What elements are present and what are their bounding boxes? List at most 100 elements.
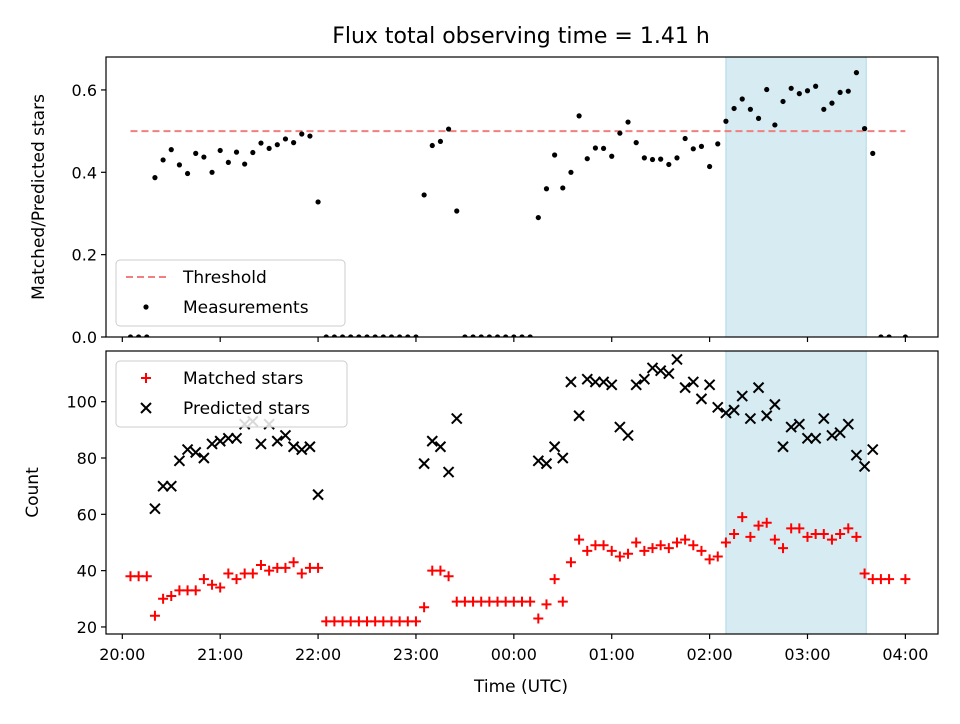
measurement-point	[511, 334, 517, 337]
matched-stars-point	[647, 543, 658, 554]
predicted-stars-point	[296, 443, 308, 456]
measurement-point	[152, 175, 158, 181]
predicted-stars-point	[801, 432, 814, 445]
matched-stars-point	[900, 574, 911, 585]
matched-stars-point	[720, 537, 731, 548]
y-tick-label: 0.2	[72, 246, 97, 265]
matched-stars-point	[704, 554, 715, 565]
measurement-point	[315, 199, 321, 205]
measurement-point	[829, 100, 835, 106]
measurement-point	[715, 141, 721, 147]
predicted-stars-point	[646, 362, 659, 374]
measurement-point	[193, 150, 199, 156]
measurement-point	[201, 154, 207, 160]
measurement-point	[902, 334, 908, 337]
predicted-stars-point	[230, 432, 243, 445]
measurement-point	[853, 70, 860, 76]
predicted-stars-point	[573, 410, 585, 422]
measurement-point	[772, 122, 778, 128]
predicted-stars-point	[442, 466, 455, 478]
measurement-point	[445, 126, 452, 132]
predicted-stars-point	[190, 446, 202, 459]
measurement-point	[658, 156, 664, 162]
predicted-stars-point	[818, 412, 830, 425]
matched-stars-point	[835, 529, 846, 540]
predicted-stars-point	[850, 449, 863, 461]
matched-stars-point	[729, 529, 740, 540]
measurement-point	[788, 85, 794, 91]
y-axis-label: Matched/Predicted stars	[29, 94, 49, 300]
measurement-point	[535, 214, 541, 221]
predicted-stars-point	[287, 441, 300, 453]
measurement-point	[755, 115, 762, 121]
measurement-point	[560, 185, 566, 191]
predicted-stars-point	[777, 441, 789, 453]
plot-data	[127, 70, 908, 337]
predicted-stars-point	[695, 393, 708, 405]
x-tick-label: 20:00	[99, 645, 145, 664]
measurement-point	[127, 334, 134, 337]
measurement-point	[421, 192, 427, 198]
predicted-stars-point	[858, 460, 871, 473]
predicted-stars-point	[703, 379, 716, 391]
predicted-stars-point	[826, 429, 838, 442]
predicted-stars-point	[540, 457, 553, 470]
measurement-point	[609, 153, 615, 159]
measurement-point	[168, 147, 174, 153]
matched-stars-point	[255, 560, 266, 571]
count-panel: 20 40 60 80 100 20:00 21:00 22:00 23:00 00:00 01:0…	[23, 350, 939, 664]
matched-stars-point	[802, 531, 813, 542]
predicted-stars-point	[679, 381, 691, 394]
predicted-stars-point	[769, 398, 781, 411]
y-tick-label: 40	[77, 562, 97, 581]
measurement-point	[527, 334, 533, 337]
predicted-stars-point	[638, 373, 651, 385]
y-tick-label: 0.4	[72, 163, 97, 182]
measurement-point	[209, 169, 215, 175]
matched-stars-point	[582, 545, 593, 556]
predicted-stars-point	[173, 455, 186, 467]
measurement-point	[870, 150, 876, 156]
predicted-stars-point	[589, 376, 602, 388]
predicted-stars-point	[255, 438, 267, 450]
matched-stars-point	[851, 531, 862, 542]
matched-stars-point	[565, 557, 576, 568]
measurement-point	[380, 334, 386, 337]
measurement-point	[503, 334, 509, 337]
matched-stars-point	[745, 531, 756, 542]
x-axis-label: Time (UTC)	[473, 677, 568, 697]
legend-label: Threshold	[182, 268, 267, 288]
predicted-stars-point	[606, 379, 618, 391]
measurement-point	[144, 334, 150, 337]
measurement-point	[242, 161, 248, 167]
matched-stars-point	[606, 545, 617, 556]
legend-label: Measurements	[183, 298, 309, 318]
measurement-point	[233, 149, 240, 155]
matched-stars-point	[264, 565, 275, 576]
matched-stars-point	[680, 534, 691, 545]
measurement-point	[225, 159, 231, 166]
series-dot	[127, 70, 908, 337]
predicted-stars-point	[671, 353, 683, 366]
predicted-stars-point	[279, 429, 292, 442]
predicted-stars-point	[720, 407, 732, 419]
matched-stars-point	[247, 568, 258, 579]
measurement-point	[388, 334, 395, 337]
x-tick-label: 04:00	[882, 645, 928, 664]
matched-stars-point	[818, 529, 829, 540]
measurement-point	[217, 147, 223, 154]
y-axis-label: Count	[23, 467, 43, 518]
matched-stars-point	[231, 574, 242, 585]
matched-stars-point	[598, 540, 609, 551]
measurement-point	[878, 334, 884, 337]
predicted-stars-point	[793, 418, 806, 430]
x-tick-label: 01:00	[589, 645, 635, 664]
measurement-point	[184, 170, 191, 177]
measurement-point	[274, 142, 280, 148]
measurement-point	[698, 143, 705, 149]
predicted-stars-point	[426, 435, 438, 447]
matched-stars-point	[826, 534, 837, 545]
series-plus	[125, 512, 911, 627]
matched-stars-point	[696, 545, 707, 556]
